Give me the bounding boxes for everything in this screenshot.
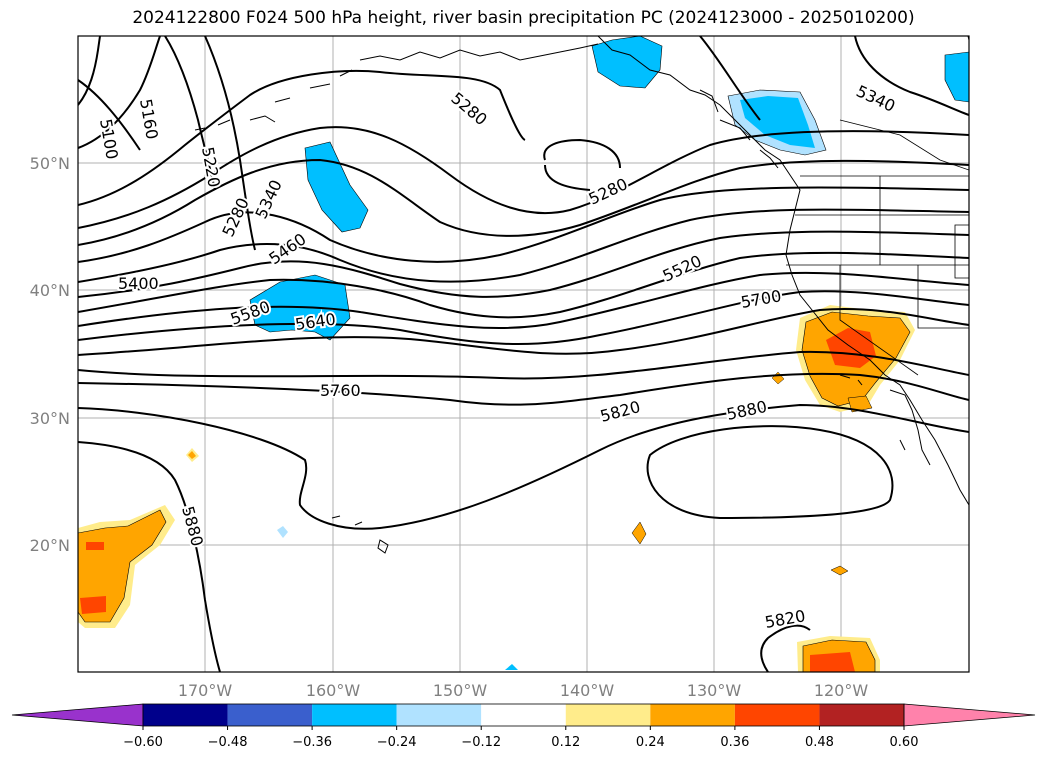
- longitude-labels: 170°W 160°W 150°W 140°W 130°W 120°W: [178, 681, 869, 700]
- lon-label-140W: 140°W: [560, 681, 615, 700]
- lon-label-150W: 150°W: [433, 681, 488, 700]
- colorbar-extend-high: [903, 703, 1036, 727]
- colorbar-tick-label: 0.60: [890, 735, 919, 750]
- colorbar-swatch: [650, 704, 735, 726]
- latitude-labels: 50°N 40°N 30°N 20°N: [30, 154, 70, 555]
- lon-label-130W: 130°W: [687, 681, 742, 700]
- lat-label-30N: 30°N: [30, 409, 70, 428]
- colorbar: −0.60 −0.48 −0.36 −0.24 −0.12 0.12 0.24 0.36 0.4…: [11, 703, 1036, 750]
- colorbar-tick-label: 0.24: [636, 735, 665, 750]
- colorbar-swatch: [143, 704, 228, 726]
- lat-label-40N: 40°N: [30, 281, 70, 300]
- colorbar-swatch: [312, 704, 397, 726]
- contour-label-5400: 5400: [118, 274, 159, 293]
- colorbar-tick-label: −0.48: [208, 735, 248, 750]
- lat-label-50N: 50°N: [30, 154, 70, 173]
- colorbar-tick-label: −0.12: [461, 735, 501, 750]
- contour-label-5760: 5760: [320, 381, 361, 400]
- colorbar-swatch: [481, 704, 566, 726]
- map-title: 2024122800 F024 500 hPa height, river ba…: [132, 8, 915, 28]
- lon-label-120W: 120°W: [814, 681, 869, 700]
- lon-label-170W: 170°W: [178, 681, 233, 700]
- colorbar-swatch: [734, 704, 820, 726]
- colorbar-tick-label: 0.12: [551, 735, 580, 750]
- colorbar-swatches: [11, 703, 1036, 727]
- map-frame: [77, 35, 970, 673]
- colorbar-tick-label: 0.36: [720, 735, 749, 750]
- lon-label-160W: 160°W: [306, 681, 361, 700]
- colorbar-swatch: [227, 704, 313, 726]
- colorbar-tick-label: −0.24: [377, 735, 417, 750]
- colorbar-swatch: [819, 704, 904, 726]
- colorbar-ticks: −0.60 −0.48 −0.36 −0.24 −0.12 0.12 0.24 0.36 0.4…: [123, 726, 918, 750]
- lat-label-20N: 20°N: [30, 536, 70, 555]
- colorbar-tick-label: −0.36: [292, 735, 332, 750]
- colorbar-tick-label: 0.48: [805, 735, 834, 750]
- colorbar-tick-label: −0.60: [123, 735, 163, 750]
- colorbar-frame: [142, 703, 905, 727]
- height-contours: [78, 36, 969, 672]
- colorbar-swatch: [396, 704, 482, 726]
- colorbar-swatch: [565, 704, 651, 726]
- colorbar-extend-low: [11, 703, 144, 727]
